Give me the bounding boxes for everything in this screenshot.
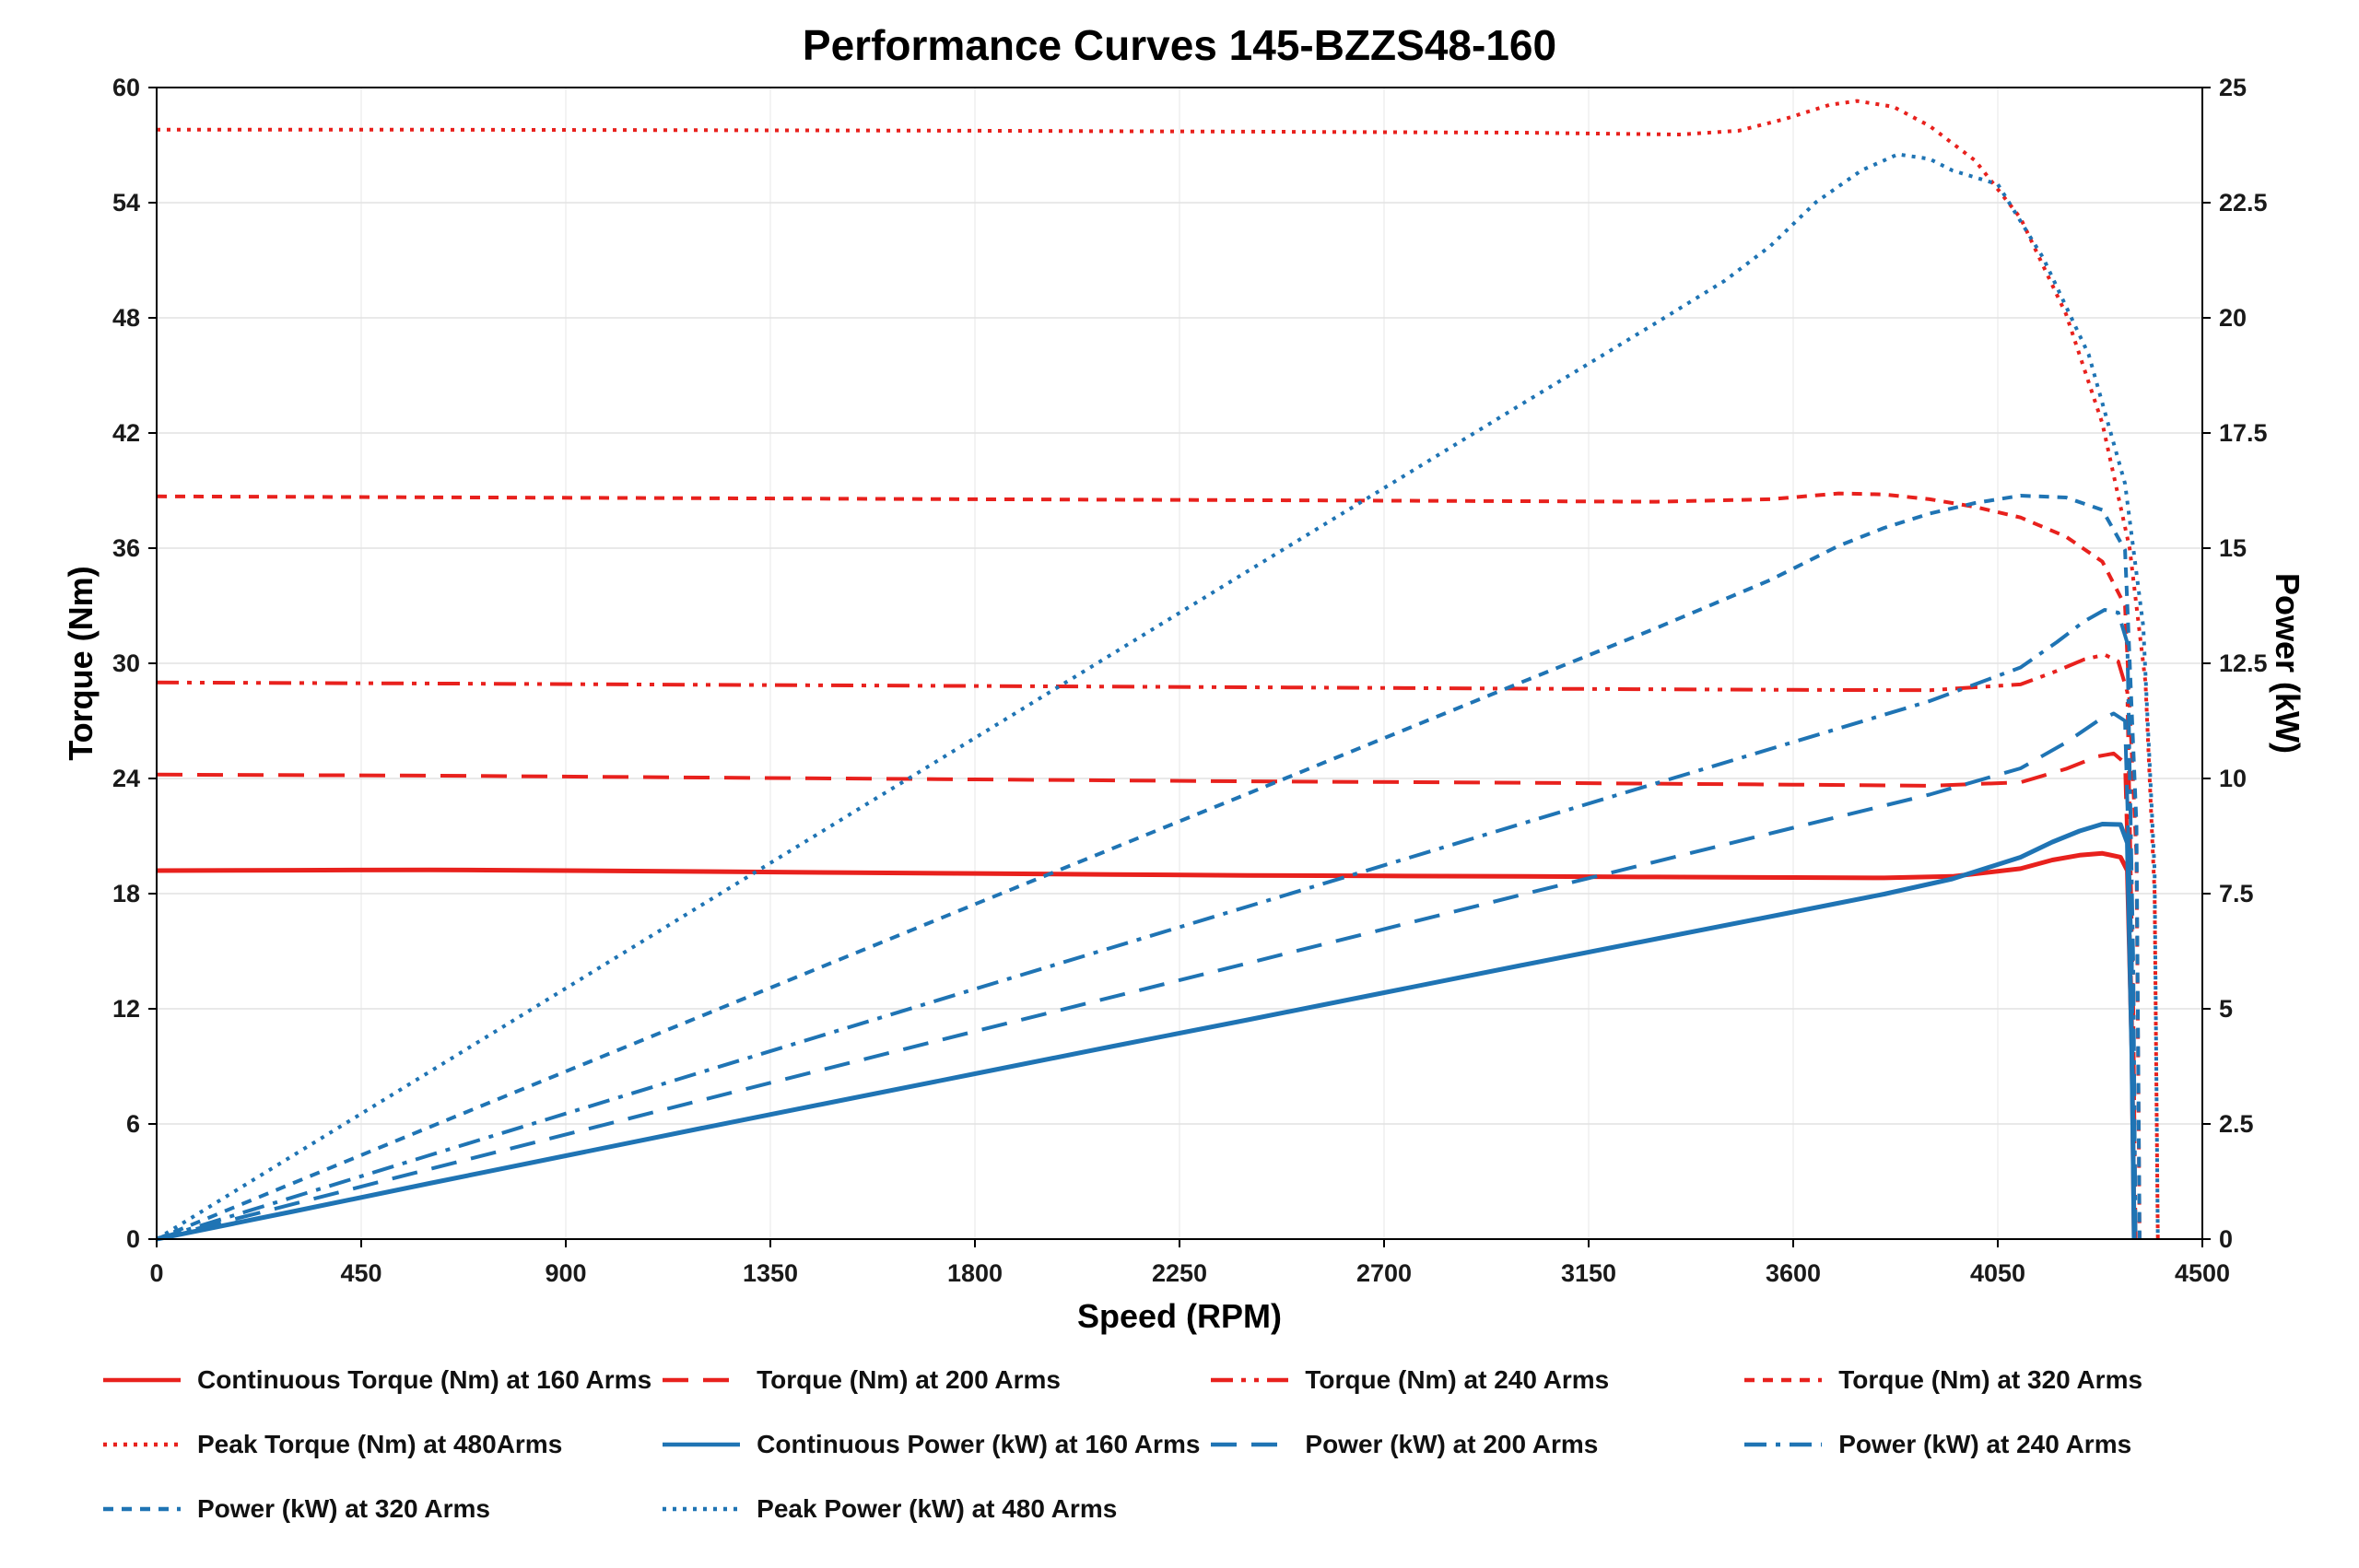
legend-item-continuous-torque-160: Continuous Torque (Nm) at 160 Arms <box>101 1365 651 1395</box>
y-right-tick-label: 22.5 <box>2219 189 2268 216</box>
y-right-tick-label: 10 <box>2219 765 2247 792</box>
y-right-tick-label: 15 <box>2219 534 2247 562</box>
x-tick-label: 900 <box>545 1259 586 1287</box>
legend-marker-line <box>663 1377 741 1383</box>
y-right-tick-label: 0 <box>2219 1225 2233 1253</box>
legend-marker-line <box>1211 1442 1289 1447</box>
legend-label: Power (kW) at 200 Arms <box>1305 1430 1599 1458</box>
legend-item-peak-power-480: Peak Power (kW) at 480 Arms <box>661 1494 1200 1524</box>
x-tick-label: 3600 <box>1766 1259 1821 1287</box>
legend-item-power-200: Power (kW) at 200 Arms <box>1209 1430 1733 1459</box>
legend-marker-line <box>663 1442 741 1447</box>
y-left-tick-label: 24 <box>112 765 140 792</box>
series-peak-power-480 <box>155 152 2160 1241</box>
series-lines <box>155 99 2160 1242</box>
gridlines <box>157 87 2202 1239</box>
series-continuous-torque-160 <box>156 850 2137 1240</box>
legend-label: Continuous Power (kW) at 160 Arms <box>757 1430 1201 1458</box>
y-right-tick-label: 20 <box>2219 304 2247 332</box>
legend-label: Peak Torque (Nm) at 480Arms <box>197 1430 563 1458</box>
x-tick-label: 3150 <box>1561 1259 1616 1287</box>
y-right-tick-label: 5 <box>2219 995 2233 1023</box>
x-tick-label: 4500 <box>2175 1259 2230 1287</box>
legend-label: Power (kW) at 240 Arms <box>1838 1430 2132 1458</box>
legend-label: Torque (Nm) at 240 Arms <box>1305 1365 1610 1394</box>
series-torque-200 <box>156 751 2136 1240</box>
series-power-320 <box>156 494 2142 1241</box>
legend-item-peak-torque-480: Peak Torque (Nm) at 480Arms <box>101 1430 651 1459</box>
y-left-tick-label: 0 <box>126 1225 140 1253</box>
x-axis-title: Speed (RPM) <box>1076 1297 1282 1335</box>
y-right-tick-label: 25 <box>2219 74 2247 101</box>
y-right-tick-label: 7.5 <box>2219 880 2254 907</box>
x-tick-label: 2250 <box>1152 1259 1207 1287</box>
series-power-240 <box>156 608 2138 1241</box>
x-tick-label: 1800 <box>947 1259 1003 1287</box>
series-torque-320 <box>156 491 2142 1240</box>
y-left-tick-label: 60 <box>112 74 140 101</box>
y-axis-title-left: Torque (Nm) <box>62 566 100 761</box>
y-axis-title-right: Power (kW) <box>2269 572 2306 755</box>
x-tick-label: 2700 <box>1356 1259 1412 1287</box>
legend-marker-line <box>1744 1442 1823 1447</box>
legend: Continuous Torque (Nm) at 160 Arms Torque… <box>101 1365 2267 1524</box>
legend-item-power-240: Power (kW) at 240 Arms <box>1743 1430 2267 1459</box>
legend-marker-line <box>663 1506 741 1512</box>
legend-item-torque-240: Torque (Nm) at 240 Arms <box>1209 1365 1733 1395</box>
y-left-tick-label: 42 <box>112 419 140 447</box>
legend-marker-line <box>103 1506 181 1512</box>
y-left-tick-label: 30 <box>112 649 140 677</box>
series-peak-torque-480 <box>157 99 2160 1240</box>
x-tick-label: 1350 <box>743 1259 798 1287</box>
series-power-200 <box>156 711 2136 1241</box>
y-left-tick-label: 18 <box>112 880 140 907</box>
legend-marker-line <box>1211 1377 1289 1383</box>
y-right-tick-label: 12.5 <box>2219 649 2268 677</box>
chart-title: Performance Curves 145-BZZS48-160 <box>802 21 1557 69</box>
legend-item-continuous-power-160: Continuous Power (kW) at 160 Arms <box>661 1430 1200 1459</box>
y-left-tick-label: 54 <box>112 189 140 216</box>
y-left-tick-label: 48 <box>112 304 140 332</box>
y-left-tick-label: 6 <box>126 1110 140 1138</box>
legend-label: Power (kW) at 320 Arms <box>197 1494 490 1523</box>
legend-label: Peak Power (kW) at 480 Arms <box>757 1494 1118 1523</box>
x-tick-label: 0 <box>149 1259 163 1287</box>
y-left-tick-label: 12 <box>112 995 140 1023</box>
legend-item-torque-200: Torque (Nm) at 200 Arms <box>661 1365 1200 1395</box>
legend-label: Torque (Nm) at 200 Arms <box>757 1365 1062 1394</box>
legend-marker-line <box>1744 1377 1823 1383</box>
series-continuous-power-160 <box>156 822 2137 1242</box>
legend-marker-line <box>103 1442 181 1447</box>
x-tick-label: 4050 <box>1970 1259 2025 1287</box>
y-right-tick-label: 2.5 <box>2219 1110 2254 1138</box>
axis-ticks-and-labels: 0 450 900 1350 1800 2250 2700 3150 3600 4050 4500 0… <box>112 74 2268 1287</box>
x-tick-label: 450 <box>340 1259 381 1287</box>
y-left-tick-label: 36 <box>112 534 140 562</box>
legend-item-power-320: Power (kW) at 320 Arms <box>101 1494 651 1524</box>
plot-area: 0 450 900 1350 1800 2250 2700 3150 3600 4050 4500 0… <box>112 74 2268 1287</box>
y-right-tick-label: 17.5 <box>2219 419 2268 447</box>
legend-label: Continuous Torque (Nm) at 160 Arms <box>197 1365 652 1394</box>
legend-marker-line <box>103 1377 181 1383</box>
legend-item-torque-320: Torque (Nm) at 320 Arms <box>1743 1365 2267 1395</box>
legend-label: Torque (Nm) at 320 Arms <box>1838 1365 2143 1394</box>
series-torque-240 <box>156 652 2138 1240</box>
